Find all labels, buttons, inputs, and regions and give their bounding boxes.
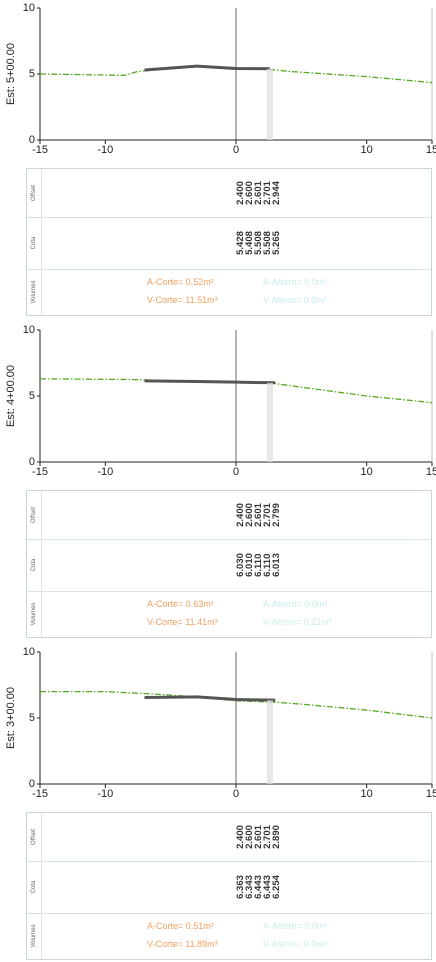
cota-row-label: Cota	[27, 539, 42, 591]
terrain-line	[39, 378, 433, 404]
offset-value: 2.890	[271, 825, 282, 849]
station-title: Est: 4+00.00	[5, 365, 17, 427]
x-tick-label: 15	[426, 788, 436, 800]
y-tick-label: 0	[29, 778, 35, 790]
subgrade-line	[144, 379, 276, 385]
v-aterro-label: V-Aterro= 0.0m³	[263, 295, 327, 305]
cota-value: 6.254	[271, 875, 282, 899]
x-tick-label: 10	[361, 466, 373, 478]
station-title: Est: 3+00.00	[5, 687, 17, 749]
volumes-row: Volumes A-Corte= 0.63m² V-Corte= 11.41m³ A-…	[27, 591, 431, 637]
cota-label-text: Cota	[31, 880, 37, 894]
cota-row: Cota 6.030 6.010 6.110 6.110 6.013	[27, 539, 431, 592]
x-tick-label: -10	[97, 466, 113, 478]
x-tick-label: -15	[32, 144, 48, 156]
offset-values: 2.400 2.600 2.601 2.701 2.944	[235, 181, 282, 205]
x-tick-label: 10	[361, 144, 373, 156]
x-tick-label: -10	[97, 788, 113, 800]
offset-values: 2.400 2.600 2.601 2.701 2.890	[235, 825, 282, 849]
data-band: Offset 2.400 2.600 2.601 2.701 2.890 Cota 6.363…	[26, 812, 432, 960]
cota-label-text: Cota	[31, 558, 37, 572]
cota-value: 6.013	[271, 553, 282, 577]
offset-value: 2.799	[271, 503, 282, 527]
offset-row: Offset 2.400 2.600 2.601 2.701 2.890	[27, 813, 431, 862]
x-tick-label: 0	[233, 466, 239, 478]
offset-marker-band	[266, 382, 273, 462]
y-tick-label: 0	[29, 134, 35, 146]
x-tick-label: 0	[233, 788, 239, 800]
station-section: 10 5 0 -15 -10 0 10 15 Est: 5+00.00 Offset 2.400 2.…	[0, 0, 436, 318]
station-section: 10 5 0 -15 -10 0 10 15 Est: 3+00.00 Offset 2.400 2.…	[0, 644, 436, 962]
volumes-label-text: Volumes	[31, 280, 37, 304]
data-band: Offset 2.400 2.600 2.601 2.701 2.944 Cota 5.428…	[26, 168, 432, 316]
a-corte-label: A-Corte= 0.51m²	[147, 921, 214, 931]
offset-marker-band	[266, 68, 273, 140]
v-aterro-label: V-Aterro= 0.21m³	[263, 617, 332, 627]
x-tick-label: 15	[426, 466, 436, 478]
cross-section-plot: 10 5 0 -15 -10 0 10 15 Est: 4+00.00	[0, 322, 436, 482]
cross-section-plot: 10 5 0 -15 -10 0 10 15 Est: 3+00.00	[0, 644, 436, 804]
offset-marker-band	[266, 700, 273, 784]
cota-values: 6.363 6.343 6.443 6.443 6.254	[235, 875, 282, 899]
v-corte-label: V-Corte= 11.41m³	[147, 617, 218, 627]
offset-row: Offset 2.400 2.600 2.601 2.701 2.799	[27, 491, 431, 540]
v-corte-label: V-Corte= 11.51m³	[147, 295, 218, 305]
cota-values: 5.428 5.408 5.508 5.508 5.265	[235, 231, 282, 255]
offset-row-label: Offset	[27, 813, 42, 861]
cota-row: Cota 6.363 6.343 6.443 6.443 6.254	[27, 861, 431, 914]
a-corte-label: A-Corte= 0.63m²	[147, 599, 214, 609]
offset-label-text: Offset	[31, 507, 37, 523]
data-band: Offset 2.400 2.600 2.601 2.701 2.799 Cota 6.030…	[26, 490, 432, 638]
subgrade-line	[144, 64, 270, 72]
cota-values: 6.030 6.010 6.110 6.110 6.013	[235, 553, 282, 577]
cota-value: 5.265	[271, 231, 282, 255]
cota-label-text: Cota	[31, 236, 37, 250]
offset-row: Offset 2.400 2.600 2.601 2.701 2.944	[27, 169, 431, 218]
offset-value: 2.944	[271, 181, 282, 205]
cota-row-label: Cota	[27, 217, 42, 269]
volumes-label-text: Volumes	[31, 602, 37, 626]
a-aterro-label: A-Aterro= 0.0m²	[263, 599, 328, 609]
x-tick-label: -15	[32, 788, 48, 800]
offset-row-label: Offset	[27, 169, 42, 217]
a-aterro-label: A-Aterro= 0.0m²	[263, 277, 328, 287]
y-tick-label: 10	[23, 646, 35, 658]
x-tick-label: -15	[32, 466, 48, 478]
offset-label-text: Offset	[31, 829, 37, 845]
y-tick-label: 10	[23, 2, 35, 14]
a-corte-label: A-Corte= 0.52m²	[147, 277, 214, 287]
cota-row-label: Cota	[27, 861, 42, 913]
offset-row-label: Offset	[27, 491, 42, 539]
x-tick-label: -10	[97, 144, 113, 156]
a-aterro-label: A-Aterro= 0.0m²	[263, 921, 328, 931]
y-tick-label: 10	[23, 324, 35, 336]
v-corte-label: V-Corte= 11.89m³	[147, 939, 218, 949]
y-tick-label: 0	[29, 456, 35, 468]
volumes-row-label: Volumes	[27, 269, 42, 315]
y-tick-label: 5	[29, 712, 35, 724]
offset-label-text: Offset	[31, 185, 37, 201]
cota-row: Cota 5.428 5.408 5.508 5.508 5.265	[27, 217, 431, 270]
volumes-label-text: Volumes	[31, 924, 37, 948]
station-section: 10 5 0 -15 -10 0 10 15 Est: 4+00.00 Offset 2.400 2.…	[0, 322, 436, 640]
volumes-row: Volumes A-Corte= 0.51m² V-Corte= 11.89m³ A-…	[27, 913, 431, 959]
volumes-row: Volumes A-Corte= 0.52m² V-Corte= 11.51m³ A-…	[27, 269, 431, 315]
offset-values: 2.400 2.600 2.601 2.701 2.799	[235, 503, 282, 527]
y-tick-label: 5	[29, 390, 35, 402]
volumes-row-label: Volumes	[27, 913, 42, 959]
station-title: Est: 5+00.00	[5, 43, 17, 105]
cross-section-plot: 10 5 0 -15 -10 0 10 15 Est: 5+00.00	[0, 0, 436, 160]
x-tick-label: 10	[361, 788, 373, 800]
subgrade-line	[144, 695, 276, 702]
x-tick-label: 0	[233, 144, 239, 156]
x-tick-label: 15	[426, 144, 436, 156]
volumes-row-label: Volumes	[27, 591, 42, 637]
v-aterro-label: V-Aterro= 0.0m³	[263, 939, 327, 949]
y-tick-label: 5	[29, 68, 35, 80]
